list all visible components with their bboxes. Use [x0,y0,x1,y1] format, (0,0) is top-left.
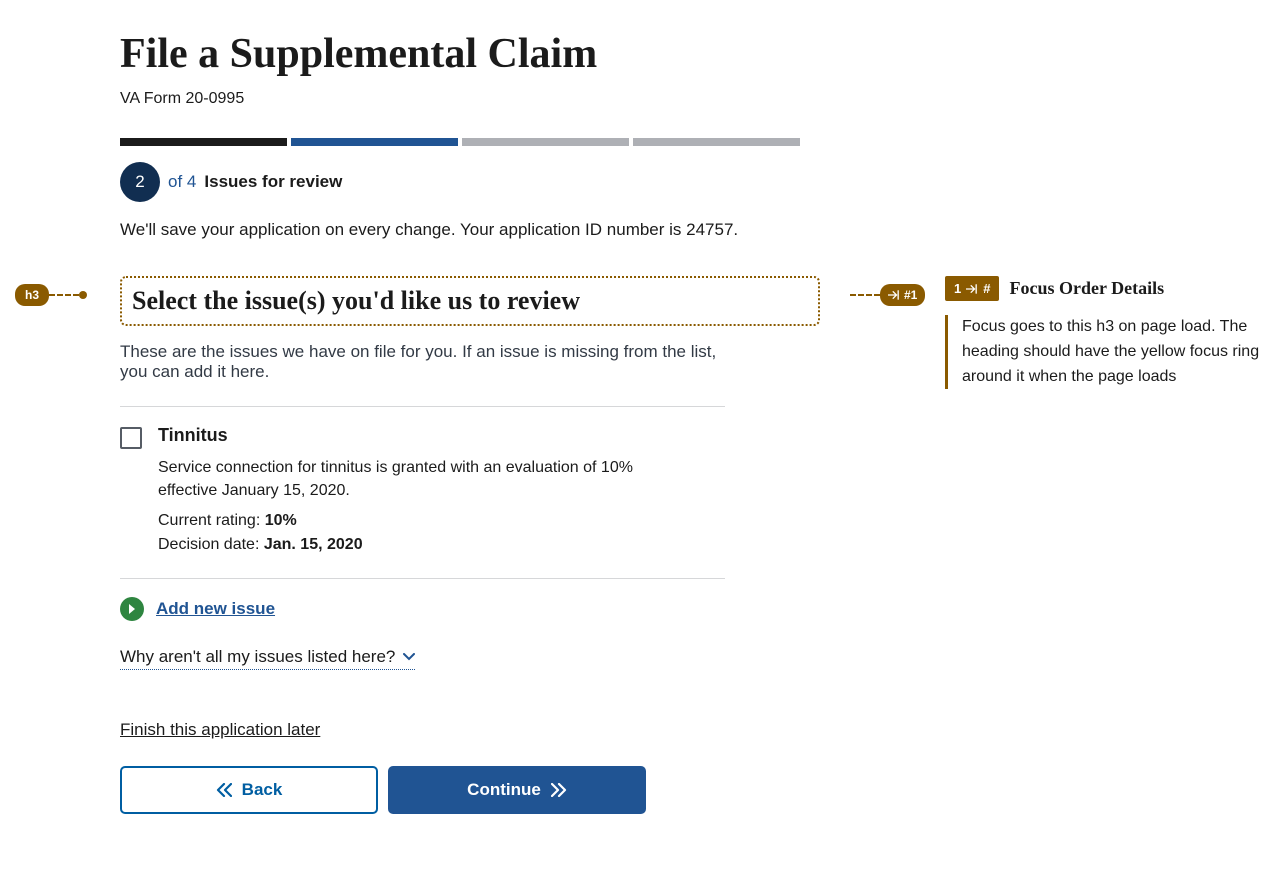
add-new-issue-link[interactable]: Add new issue [156,599,275,619]
issues-missing-expander[interactable]: Why aren't all my issues listed here? [120,647,415,670]
step-indicator: 2 of 4 Issues for review [120,162,800,202]
issue-description: Service connection for tinnitus is grant… [158,456,688,502]
add-icon [120,597,144,621]
progress-bar [120,138,800,146]
issue-checkbox[interactable] [120,427,142,449]
section-intro: These are the issues we have on file for… [120,342,720,382]
divider [120,578,725,579]
autosave-message: We'll save your application on every cha… [120,220,800,240]
progress-segment-3 [462,138,629,146]
form-number: VA Form 20-0995 [120,90,800,108]
double-chevron-left-icon [216,783,232,797]
step-label: Issues for review [204,172,342,192]
issue-row: Tinnitus Service connection for tinnitus… [120,407,725,578]
annotation-h3-tag: h3 [15,284,87,306]
section-heading: Select the issue(s) you'd like us to rev… [132,286,808,316]
finish-later-link[interactable]: Finish this application later [120,720,320,740]
issue-rating: Current rating: 10% [158,512,725,530]
step-number: 2 [120,162,160,202]
section-heading-focus-ring: Select the issue(s) you'd like us to rev… [120,276,820,326]
annotation-focus-number: #1 [850,284,925,306]
annotation-focus-details: 1 # Focus Order Details Focus goes to th… [945,276,1260,389]
chevron-down-icon [403,653,415,661]
progress-segment-2 [291,138,458,146]
issue-decision-date: Decision date: Jan. 15, 2020 [158,536,725,554]
page-title: File a Supplemental Claim [120,30,800,78]
issue-title: Tinnitus [158,425,725,446]
step-of-text: of 4 [168,172,196,192]
continue-button[interactable]: Continue [388,766,646,814]
progress-segment-4 [633,138,800,146]
double-chevron-right-icon [551,783,567,797]
progress-segment-1 [120,138,287,146]
back-button[interactable]: Back [120,766,378,814]
